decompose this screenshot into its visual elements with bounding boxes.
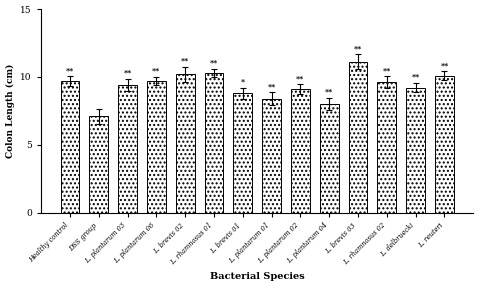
Bar <box>406 88 425 212</box>
Text: **: ** <box>411 73 420 81</box>
Text: **: ** <box>152 67 160 75</box>
Bar <box>349 62 367 212</box>
Text: **: ** <box>354 44 362 53</box>
Text: **: ** <box>124 69 132 77</box>
Text: **: ** <box>325 88 333 96</box>
Bar <box>262 98 281 212</box>
Bar <box>320 104 339 212</box>
Y-axis label: Colon Length (cm): Colon Length (cm) <box>6 64 15 158</box>
Bar <box>90 116 108 212</box>
Bar <box>291 89 310 212</box>
Bar <box>233 93 252 212</box>
Bar <box>176 74 194 212</box>
Bar <box>118 85 137 212</box>
Text: *: * <box>241 78 245 86</box>
Text: **: ** <box>440 61 448 69</box>
Bar <box>377 82 396 212</box>
X-axis label: Bacterial Species: Bacterial Species <box>210 272 305 282</box>
Bar <box>60 81 80 212</box>
Text: **: ** <box>66 66 74 74</box>
Bar <box>435 75 454 212</box>
Text: **: ** <box>210 59 218 67</box>
Text: **: ** <box>267 82 276 90</box>
Bar <box>147 81 166 212</box>
Bar <box>205 73 223 212</box>
Text: **: ** <box>296 74 305 82</box>
Text: **: ** <box>383 66 391 74</box>
Text: **: ** <box>181 57 189 65</box>
